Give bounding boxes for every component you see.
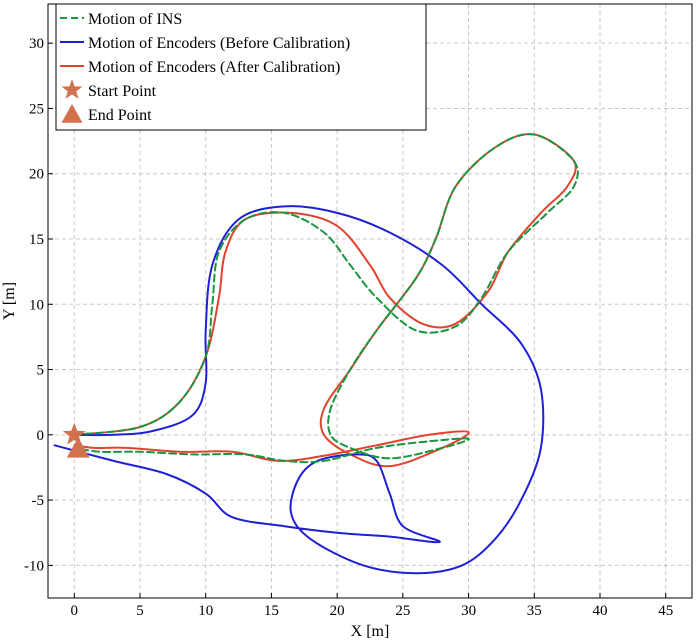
x-tick-label: 0 <box>71 603 79 619</box>
legend-triangle-symbol <box>61 104 83 123</box>
x-tick-label: 40 <box>593 603 608 619</box>
legend-entry-label: Start Point <box>88 83 157 100</box>
y-tick-label: -10 <box>24 558 44 574</box>
y-axis-label: Y [m] <box>1 282 18 320</box>
x-tick-label: 10 <box>198 603 213 619</box>
series-layer <box>53 133 579 575</box>
series-line-1 <box>53 205 545 575</box>
x-tick-label: 20 <box>330 603 345 619</box>
series-line-0 <box>73 133 579 464</box>
axis-ticks: 0 5 10 15 20 25 30 35 40 45 -10 -5 0 5 10 15 20 25 30 <box>24 36 673 619</box>
legend-entry-label: Motion of INS <box>88 11 182 28</box>
x-tick-label: 35 <box>527 603 542 619</box>
y-tick-label: 10 <box>29 297 44 313</box>
y-tick-label: 30 <box>29 36 44 52</box>
x-tick-label: 45 <box>658 603 673 619</box>
x-axis-label: X [m] <box>351 623 390 640</box>
y-tick-label: 20 <box>29 167 44 183</box>
legend-box <box>55 3 427 131</box>
start-point-marker <box>62 422 86 445</box>
legend-entry-label: Motion of Encoders (Before Calibration) <box>88 35 350 52</box>
y-tick-label: 0 <box>37 428 45 444</box>
legend: Motion of INS Motion of Encoders (Before … <box>55 3 427 131</box>
end-point-marker <box>66 437 90 458</box>
x-tick-label: 25 <box>395 603 410 619</box>
x-tick-label: 5 <box>136 603 144 619</box>
x-tick-label: 30 <box>461 603 476 619</box>
y-tick-label: 25 <box>29 101 44 117</box>
y-tick-label: 5 <box>37 363 45 379</box>
x-tick-label: 15 <box>264 603 279 619</box>
legend-entry-label: Motion of Encoders (After Calibration) <box>88 59 340 76</box>
legend-star-symbol <box>61 79 83 99</box>
y-tick-label: -5 <box>32 493 45 509</box>
legend-entry-label: End Point <box>88 107 152 124</box>
y-tick-label: 15 <box>29 232 44 248</box>
